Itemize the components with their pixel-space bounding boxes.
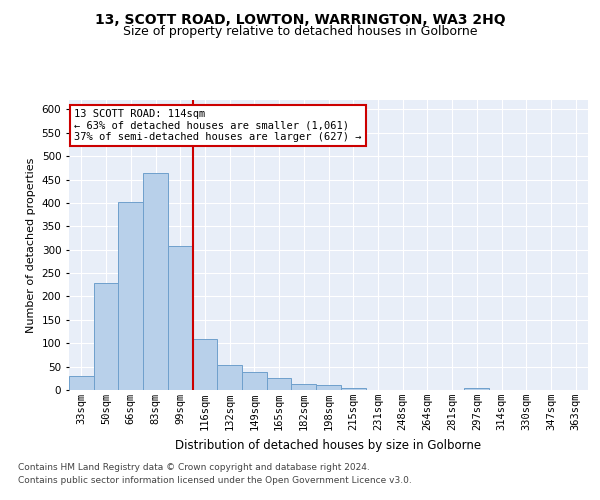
Text: Size of property relative to detached houses in Golborne: Size of property relative to detached ho… (123, 25, 477, 38)
Bar (94, 284, 118, 390)
Bar (242, 372, 267, 390)
Text: Contains HM Land Registry data © Crown copyright and database right 2024.: Contains HM Land Registry data © Crown c… (18, 464, 370, 472)
Bar (143, 172, 168, 390)
Bar (193, 340, 217, 390)
Bar (464, 388, 489, 390)
Bar (118, 202, 143, 390)
Bar (267, 378, 292, 390)
Text: 13 SCOTT ROAD: 114sqm
← 63% of detached houses are smaller (1,061)
37% of semi-d: 13 SCOTT ROAD: 114sqm ← 63% of detached … (74, 108, 362, 142)
X-axis label: Distribution of detached houses by size in Golborne: Distribution of detached houses by size … (175, 438, 482, 452)
Bar (168, 246, 193, 390)
Bar (316, 385, 341, 390)
Bar (69, 376, 94, 390)
Bar (341, 388, 365, 390)
Text: 13, SCOTT ROAD, LOWTON, WARRINGTON, WA3 2HQ: 13, SCOTT ROAD, LOWTON, WARRINGTON, WA3 … (95, 12, 505, 26)
Bar (292, 384, 316, 390)
Text: Contains public sector information licensed under the Open Government Licence v3: Contains public sector information licen… (18, 476, 412, 485)
Bar (217, 365, 242, 390)
Y-axis label: Number of detached properties: Number of detached properties (26, 158, 36, 332)
